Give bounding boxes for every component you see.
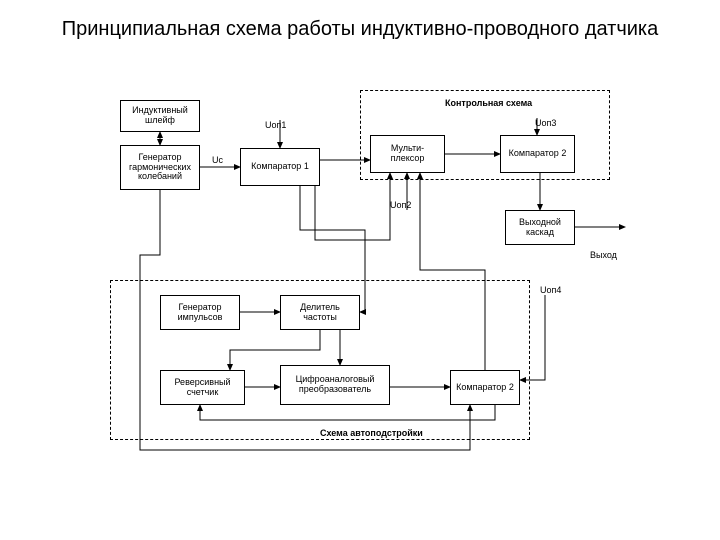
node-comp1: Компаратор 1 [240, 148, 320, 186]
node-rev: Реверсивный счетчик [160, 370, 245, 405]
label-4: Выход [590, 250, 617, 260]
region-label-autotune: Схема автоподстройки [320, 428, 423, 438]
label-1: Uс [212, 155, 223, 165]
node-loop: Индуктивный шлейф [120, 100, 200, 132]
region-label-control: Контрольная схема [445, 98, 532, 108]
label-0: Uоп1 [265, 120, 286, 130]
node-comp2a: Компаратор 2 [500, 135, 575, 173]
node-mux: Мульти- плексор [370, 135, 445, 173]
page-title: Принципиальная схема работы индуктивно-п… [0, 0, 720, 41]
node-out: Выходной каскад [505, 210, 575, 245]
label-5: Uоп4 [540, 285, 561, 295]
node-pulsegen: Генератор импульсов [160, 295, 240, 330]
label-2: Uоп3 [535, 118, 556, 128]
edge-11 [315, 173, 390, 240]
node-comp2b: Компаратор 2 [450, 370, 520, 405]
node-dac: Цифроаналоговый преобразователь [280, 365, 390, 405]
node-gen: Генератор гармонических колебаний [120, 145, 200, 190]
diagram-canvas: Контрольная схема Схема автоподстройки Инд… [100, 80, 630, 480]
label-3: Uоп2 [390, 200, 411, 210]
node-div: Делитель частоты [280, 295, 360, 330]
